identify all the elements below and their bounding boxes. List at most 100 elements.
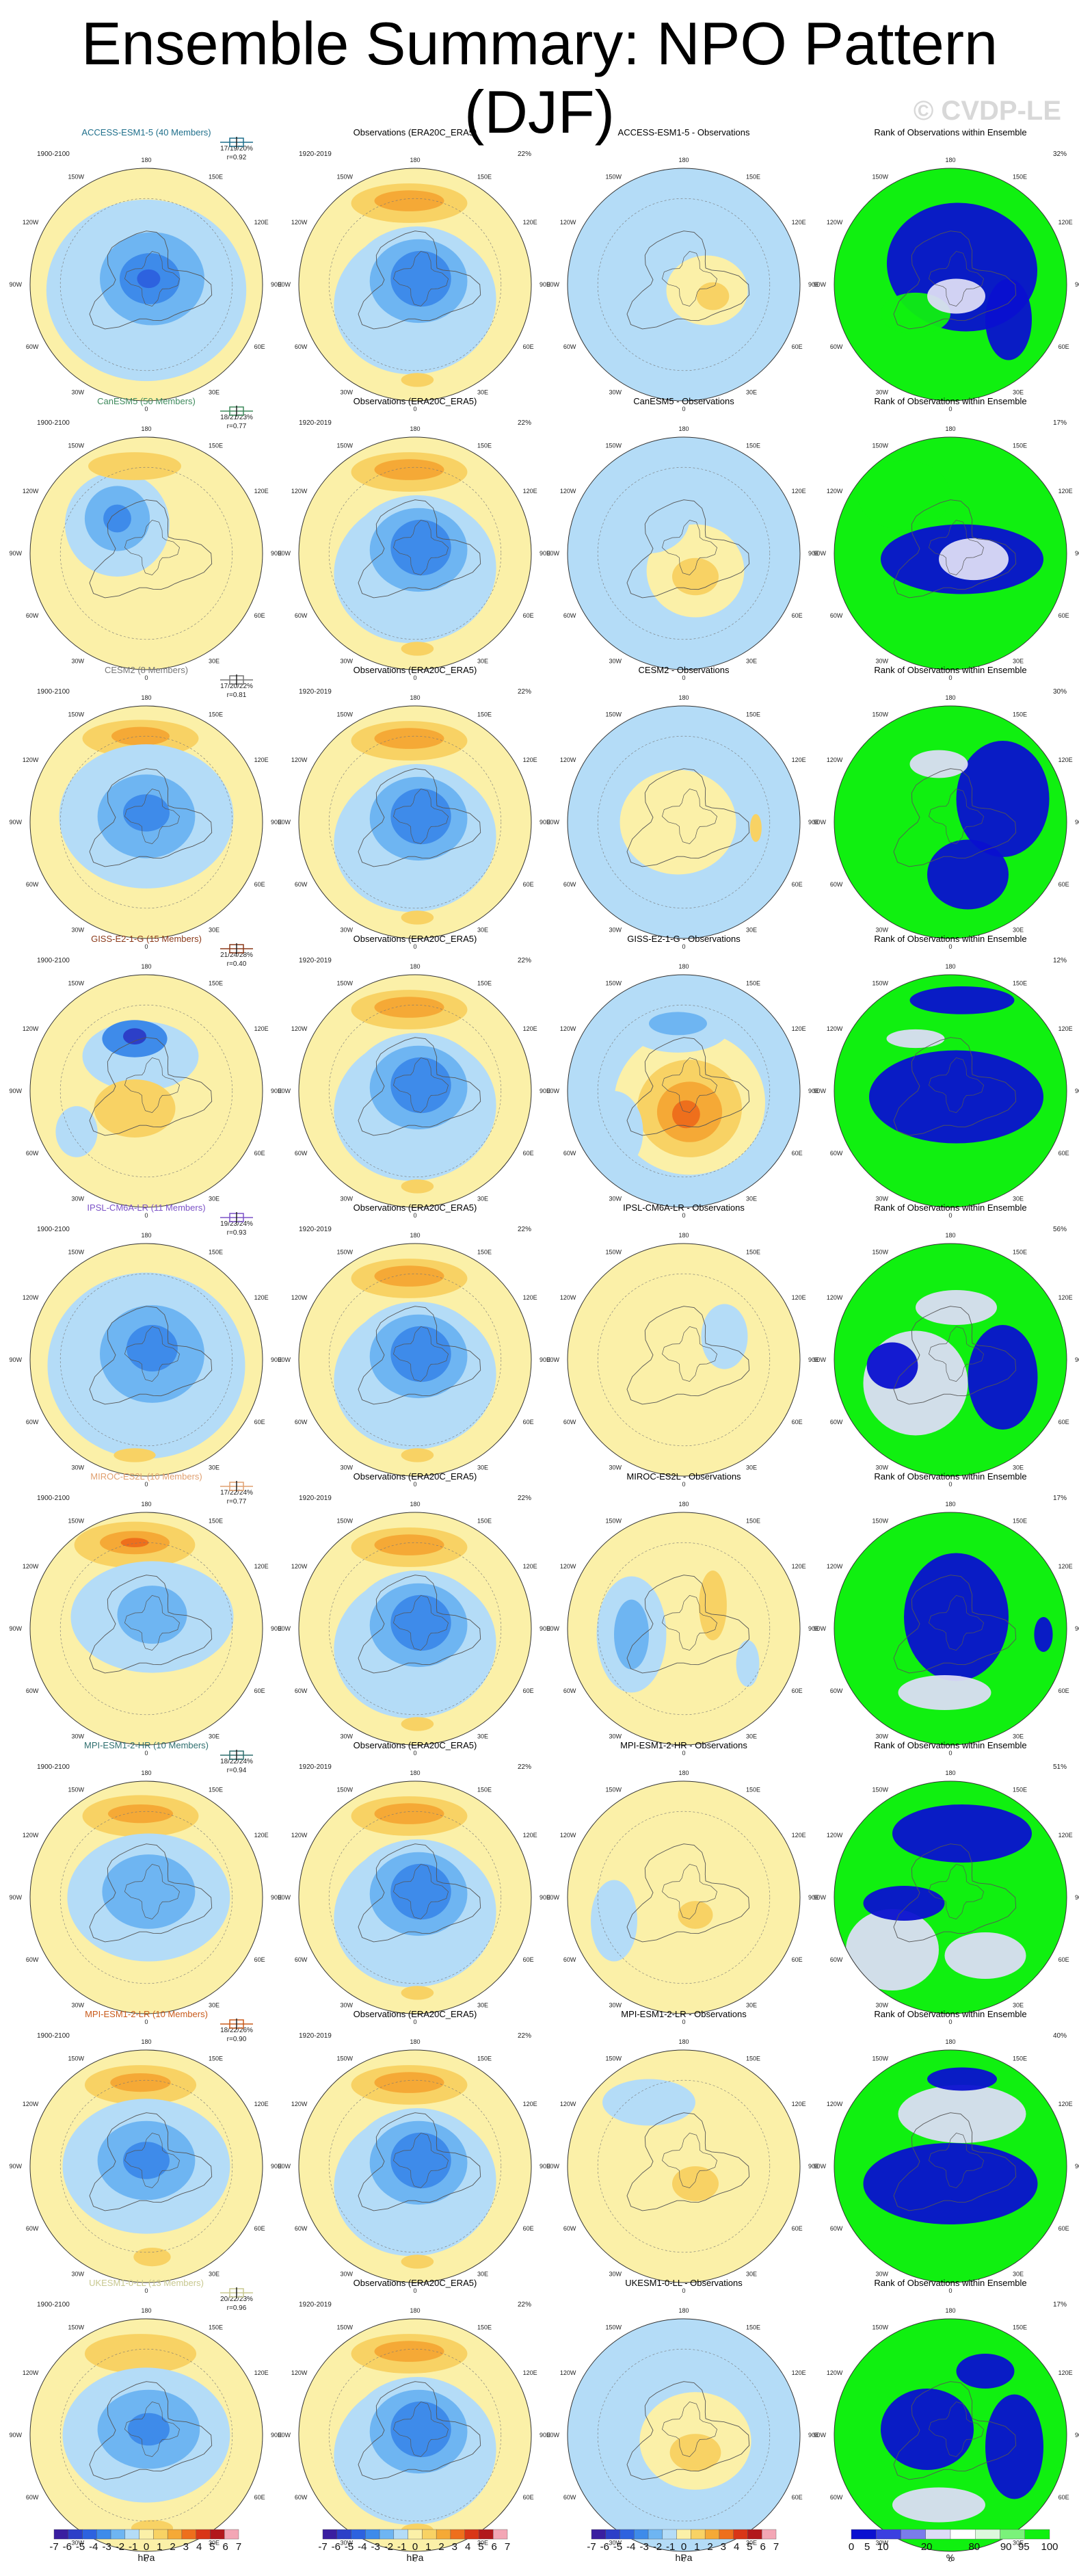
rank-map-7-lon-label: 30W [875, 2002, 888, 2009]
colorbar-observations-swatch-1 [336, 2529, 351, 2540]
colorbar-model-swatch-0 [53, 2529, 68, 2540]
obs-map-9-lon-label: 30W [340, 2540, 353, 2547]
colorbar-observations-tick: 3 [452, 2541, 457, 2553]
model-map-6-lon-label: 60E [254, 1687, 265, 1694]
diff-map-5-outline [567, 1243, 801, 1477]
model-map-6-coastline [89, 1575, 213, 1674]
model-map-4-contour-4 [55, 1106, 98, 1157]
diff-map-5-lon-label: 180 [678, 1232, 689, 1239]
model-map-9-lon-label: 150W [68, 2324, 84, 2330]
rank-map-3-lon-label: 150W [872, 711, 888, 718]
rank-map-2-lon-label: 30E [1013, 658, 1024, 665]
diff-map-7-outline [567, 1780, 801, 2014]
model-map-8-lon-label: 150E [209, 2055, 223, 2062]
model-map-8-field [30, 2050, 263, 2283]
diff-map-6-contour-3 [699, 1570, 727, 1640]
model-map-1-lon-label: 60E [254, 343, 265, 350]
diff-map-7-coastline [626, 1843, 750, 1943]
model-pct-stats: 21/24/28% [220, 951, 253, 959]
model-map-8-contour-1 [110, 2073, 171, 2092]
colorbar-difference-swatch-0 [591, 2529, 606, 2540]
rank-map-1-lon-label: 60W [830, 343, 843, 350]
obs-map-2-lon-label: 150E [477, 442, 492, 449]
rank-map-9-lon-label: 30W [875, 2540, 888, 2547]
page-title: Ensemble Summary: NPO Pattern (DJF) [81, 10, 998, 146]
obs-map-8-contour-6 [390, 2132, 451, 2189]
model-map-3-field [30, 706, 263, 938]
diff-map-7-lon-label: 60W [563, 1956, 576, 1963]
model-map-8-outline [29, 2049, 263, 2283]
obs-map-9-contour-3 [374, 2341, 444, 2362]
model-map-8-lon-label: 120E [254, 2101, 269, 2107]
rank-map-3-lon-label: 90E [1075, 819, 1079, 826]
obs-map-8-lon-label: 90E [540, 2163, 550, 2170]
obs-map-3-contour-7 [401, 910, 434, 925]
rank-pct: 40% [1053, 2032, 1067, 2040]
difference-suffix: - Observations [684, 1202, 745, 1213]
obs-map-1-lon-label: 180 [410, 157, 420, 163]
rank-pct: 51% [1053, 1763, 1067, 1771]
observations-pct: 22% [518, 150, 531, 158]
obs-map-7-contour-6 [390, 1863, 451, 1920]
difference-model-name: GISS-E2-1-G [627, 934, 680, 944]
diff-map-6-lon-label: 90W [546, 1625, 559, 1632]
obs-map-6-lon-label: 90E [540, 1625, 550, 1632]
whisker-glyph [220, 674, 253, 685]
model-title: CESM2 (8 Members) [105, 665, 188, 675]
colorbar-observations-swatch-9 [450, 2529, 465, 2540]
diff-map-2-contour-2 [608, 484, 690, 553]
model-map-9-lon-label: 120W [23, 2369, 39, 2376]
rank-map-6-lon-label: 60W [830, 1687, 843, 1694]
rank-map-6-lon-label: 30E [1013, 1733, 1024, 1740]
diff-map-3-lon-label: 150W [605, 711, 622, 718]
obs-map-8-lon-label: 60E [523, 2225, 534, 2232]
model-map-4-lon-label: 0 [144, 1212, 148, 1219]
model-map-1-field [30, 168, 263, 401]
obs-map-7-lon-label: 90W [278, 1894, 291, 1901]
model-map-5-lon-label: 30W [71, 1464, 84, 1471]
model-map-8-lon-label: 90E [271, 2163, 282, 2170]
observations-pct: 22% [518, 419, 531, 427]
colorbar-difference-tick: 2 [707, 2541, 712, 2553]
model-map-7-lon-label: 0 [144, 2019, 148, 2025]
model-map-8-lon-label: 180 [141, 2038, 151, 2045]
rank-map-2-lon-label: 90W [813, 550, 826, 557]
colorbar-difference-label: hPa [676, 2552, 693, 2563]
diff-map-2-lon-label: 120E [792, 488, 806, 495]
model-map-4-lon-label: 60E [254, 1150, 265, 1157]
obs-map-2-lon-label: 90E [540, 550, 550, 557]
obs-map-3-lon-label: 180 [410, 694, 420, 701]
obs-map-2-coastline-inner [393, 520, 449, 575]
diff-map-4-lon-label: 0 [682, 1212, 685, 1219]
obs-map-6-lon-label: 60W [295, 1687, 308, 1694]
model-map-7-outline [29, 1780, 263, 2014]
difference-suffix: - Observations [680, 1471, 741, 1482]
obs-map-6-lon-label: 150E [477, 1517, 492, 1524]
model-map-7-lon-label: 150E [209, 1786, 223, 1793]
difference-model-name: CanESM5 [633, 396, 674, 406]
difference-model-name: MPI-ESM1-2-HR [620, 1740, 687, 1750]
model-map-4-zero-contour [59, 1004, 233, 1178]
rank-map-1-coastline-inner [929, 251, 984, 306]
difference-title: MIROC-ES2L - Observations [626, 1471, 741, 1482]
rank-map-5-contour-4 [916, 1290, 997, 1325]
observations-period: 1920-2019 [299, 1226, 332, 1233]
diff-map-9-field [568, 2319, 800, 2551]
model-map-5-lon-label: 120E [254, 1294, 269, 1301]
colorbar-observations-swatch-12 [493, 2529, 508, 2540]
obs-map-2-lon-label: 120E [523, 488, 537, 495]
diff-map-2-lon-label: 60W [563, 612, 576, 619]
colorbar-observations-swatch-11 [479, 2529, 494, 2540]
rank-map-4-contour-2 [909, 986, 1015, 1014]
model-map-8-zero-contour [59, 2079, 233, 2253]
obs-map-2-contour-7 [401, 642, 434, 656]
diff-map-8-lon-label: 60W [563, 2225, 576, 2232]
obs-map-3-lon-label: 120E [523, 757, 537, 763]
panel-row-2: CanESM5 (50 Members) 1900-2100 18/21/23% r=… [9, 396, 1079, 681]
obs-map-8-contour-3 [374, 2072, 444, 2093]
colorbar-difference-tick: 7 [773, 2541, 779, 2553]
diff-map-4-contour-5 [649, 1012, 707, 1036]
obs-map-1-lon-label: 0 [413, 406, 416, 412]
obs-map-3-lon-label: 90W [278, 819, 291, 826]
diff-map-9-lon-label: 120W [560, 2369, 576, 2376]
